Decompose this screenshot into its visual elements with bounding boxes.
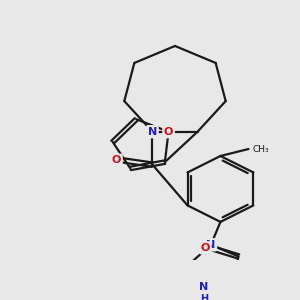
Text: N: N	[200, 282, 209, 292]
Text: O: O	[164, 127, 173, 137]
Text: O: O	[112, 155, 121, 165]
Text: CH₃: CH₃	[252, 145, 269, 154]
Text: H: H	[200, 294, 208, 300]
Text: N: N	[206, 240, 215, 250]
Text: O: O	[201, 243, 210, 253]
Text: N: N	[148, 127, 157, 137]
